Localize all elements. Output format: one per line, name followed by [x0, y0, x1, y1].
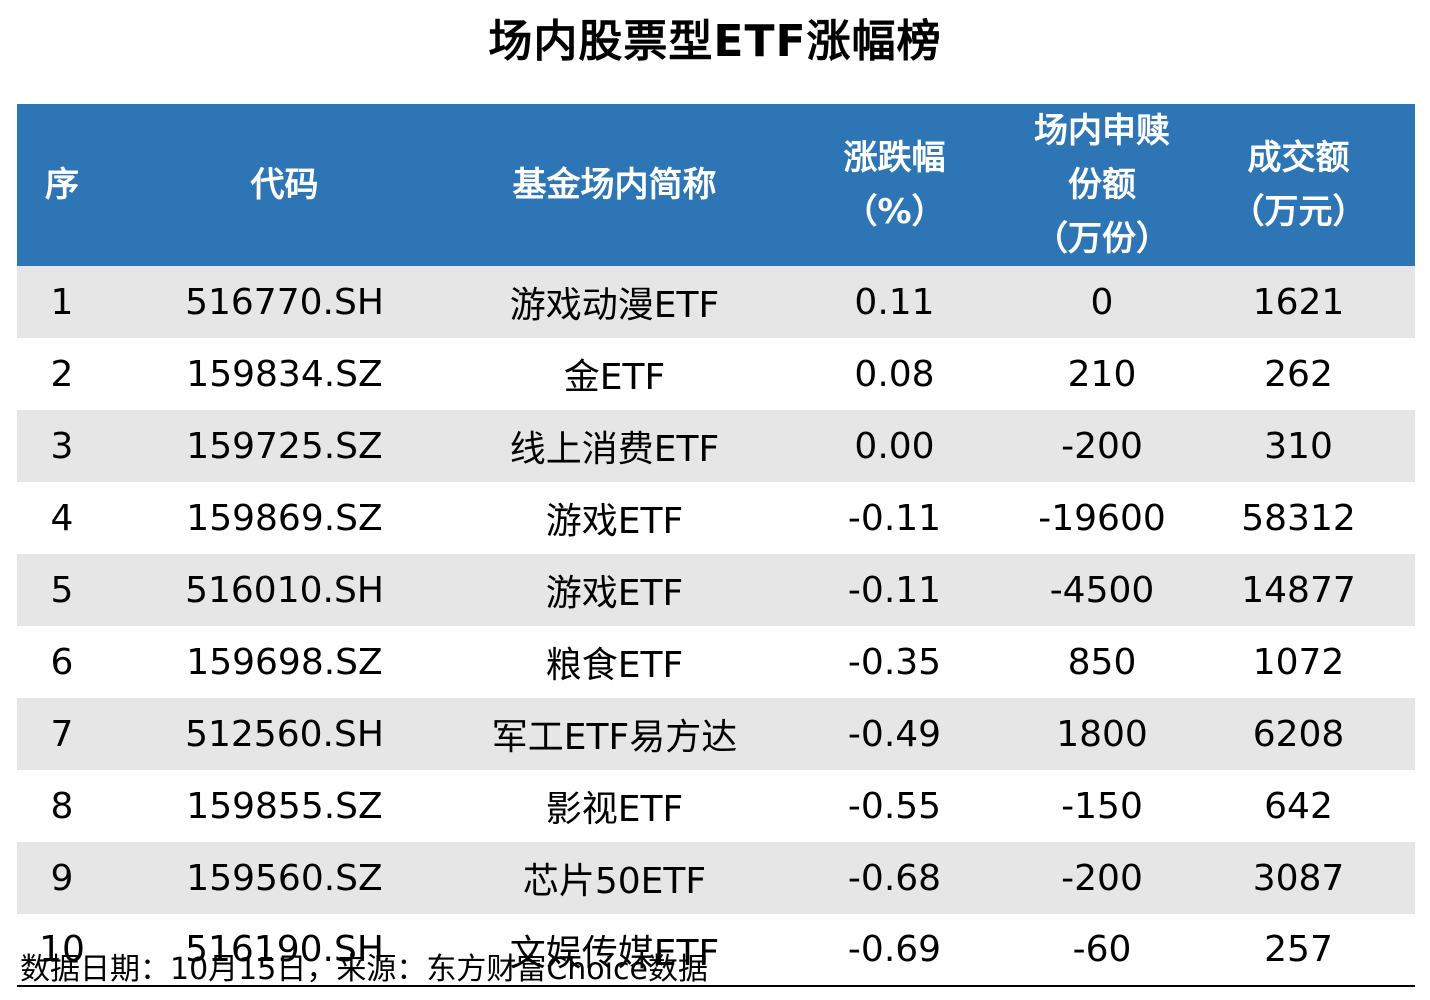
source-note: 数据日期：10月15日，来源：东方财富Choice数据: [20, 952, 708, 987]
header-subscription: 场内申赎份额 （万份）: [1022, 104, 1182, 266]
cell-code: 159725.SZ: [186, 425, 383, 467]
table-row: 2 159834.SZ 金ETF 0.08 210 262: [17, 338, 1415, 410]
cell-name: 游戏ETF: [545, 501, 684, 542]
cell-change: 0.08: [854, 353, 935, 395]
cell-rank: 3: [50, 425, 74, 467]
cell-code: 516770.SH: [185, 281, 384, 323]
cell-change: -0.55: [847, 785, 942, 827]
table-row: 6 159698.SZ 粮食ETF -0.35 850 1072: [17, 626, 1415, 698]
cell-rank: 8: [50, 785, 74, 827]
cell-code: 512560.SH: [185, 713, 384, 755]
table-row: 10 516190.SH 文娱传媒ETF -0.69 -60 257: [17, 914, 1415, 987]
cell-rank: 6: [50, 641, 74, 683]
cell-change: -0.35: [847, 641, 942, 683]
cell-subscription: -150: [1061, 785, 1143, 827]
cell-name: 粮食ETF: [545, 645, 684, 686]
cell-rank: 1: [50, 281, 74, 323]
cell-subscription: -4500: [1049, 569, 1155, 611]
header-volume-line1: 成交额: [1247, 138, 1350, 178]
cell-subscription: 1800: [1056, 713, 1148, 755]
cell-change: -0.11: [847, 497, 942, 539]
etf-ranking-table: 序 代码 基金场内简称 涨跌幅 （%） 场内申赎份额 （万份） 成交额 （万元）…: [17, 104, 1415, 987]
table-row: 1 516770.SH 游戏动漫ETF 0.11 0 1621: [17, 266, 1415, 338]
cell-rank: 7: [50, 713, 74, 755]
cell-rank: 10: [17, 914, 107, 987]
header-rank: 序: [45, 165, 79, 205]
cell-code: 516010.SH: [185, 569, 384, 611]
cell-subscription: 850: [1067, 641, 1137, 683]
cell-code: 159560.SZ: [186, 857, 383, 899]
table-row: 8 159855.SZ 影视ETF -0.55 -150 642: [17, 770, 1415, 842]
header-change: 涨跌幅 （%）: [767, 104, 1022, 266]
cell-volume: 6208: [1252, 713, 1345, 755]
cell-change: 0.11: [854, 281, 935, 323]
cell-volume: 58312: [1241, 497, 1356, 539]
cell-name: 线上消费ETF: [509, 429, 720, 470]
cell-subscription: 210: [1067, 353, 1137, 395]
cell-code: 159834.SZ: [186, 353, 383, 395]
cell-volume: 14877: [1241, 569, 1356, 611]
cell-code: 159855.SZ: [186, 785, 383, 827]
header-row: 序 代码 基金场内简称 涨跌幅 （%） 场内申赎份额 （万份） 成交额 （万元）: [17, 104, 1415, 266]
cell-rank: 5: [50, 569, 74, 611]
header-code: 代码: [250, 165, 319, 205]
cell-name: 游戏动漫ETF: [509, 285, 720, 326]
cell-change: -0.69: [767, 914, 1022, 987]
header-name: 基金场内简称: [512, 165, 717, 205]
cell-name: 金ETF: [563, 357, 666, 398]
header-volume-line2: （万元）: [1230, 192, 1367, 232]
table-body: 1 516770.SH 游戏动漫ETF 0.11 0 1621 2 159834…: [17, 266, 1415, 987]
cell-change: -0.68: [847, 857, 942, 899]
cell-name: 文娱传媒ETF: [462, 914, 767, 987]
table-header: 序 代码 基金场内简称 涨跌幅 （%） 场内申赎份额 （万份） 成交额 （万元）: [17, 104, 1415, 266]
header-change-line2: （%）: [843, 192, 946, 232]
cell-subscription: 0: [1090, 281, 1114, 323]
table-row: 7 512560.SH 军工ETF易方达 -0.49 1800 6208: [17, 698, 1415, 770]
header-subscription-line2: （万份）: [1034, 219, 1170, 259]
cell-volume: 1072: [1252, 641, 1345, 683]
cell-code: 516190.SH: [107, 914, 462, 987]
cell-volume: 257: [1182, 914, 1415, 987]
cell-change: -0.49: [847, 713, 942, 755]
cell-name: 军工ETF易方达: [491, 717, 738, 758]
cell-volume: 1621: [1252, 281, 1345, 323]
cell-volume: 642: [1264, 785, 1333, 827]
cell-subscription: -200: [1061, 857, 1143, 899]
page-title: 场内股票型ETF涨幅榜: [488, 16, 942, 67]
cell-subscription: -200: [1061, 425, 1143, 467]
header-volume: 成交额 （万元）: [1182, 104, 1415, 266]
cell-rank: 9: [50, 857, 74, 899]
table-row: 4 159869.SZ 游戏ETF -0.11 -19600 58312: [17, 482, 1415, 554]
table-row: 9 159560.SZ 芯片50ETF -0.68 -200 3087: [17, 842, 1415, 914]
cell-subscription: -19600: [1038, 497, 1166, 539]
cell-volume: 310: [1264, 425, 1333, 467]
header-change-line1: 涨跌幅: [843, 138, 946, 178]
cell-volume: 262: [1264, 353, 1333, 395]
table-row: 5 516010.SH 游戏ETF -0.11 -4500 14877: [17, 554, 1415, 626]
cell-change: 0.00: [854, 425, 935, 467]
cell-subscription: -60: [1022, 914, 1182, 987]
cell-code: 159698.SZ: [186, 641, 383, 683]
cell-name: 影视ETF: [545, 789, 684, 830]
cell-code: 159869.SZ: [186, 497, 383, 539]
table-row: 3 159725.SZ 线上消费ETF 0.00 -200 310: [17, 410, 1415, 482]
header-subscription-line1: 场内申赎份额: [1034, 111, 1170, 205]
cell-name: 芯片50ETF: [522, 861, 707, 902]
cell-change: -0.11: [847, 569, 942, 611]
cell-rank: 2: [50, 353, 74, 395]
cell-volume: 3087: [1252, 857, 1345, 899]
cell-name: 游戏ETF: [545, 573, 684, 614]
cell-rank: 4: [50, 497, 74, 539]
